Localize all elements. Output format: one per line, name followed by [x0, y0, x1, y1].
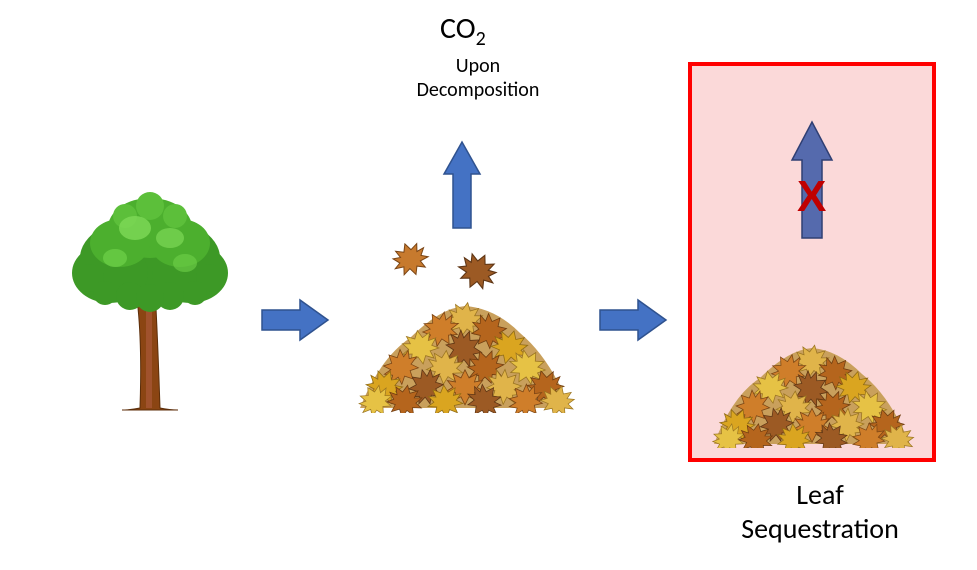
co2-label: CO2: [440, 10, 486, 51]
decomp-line2: Decomposition: [403, 78, 553, 102]
caption-line1: Leaf: [720, 478, 920, 512]
x-mark-text: X: [797, 172, 826, 221]
decomp-line1: Upon: [403, 54, 553, 78]
co2-subscript: 2: [476, 27, 486, 51]
decomposition-label: Upon Decomposition: [403, 54, 553, 102]
caption-line2: Sequestration: [720, 512, 920, 546]
arrow-right-1-icon: [260, 298, 330, 342]
leaf-pile-1-icon: [350, 238, 580, 413]
tree-icon: [60, 188, 240, 412]
x-mark: X: [797, 172, 826, 222]
caption-label: Leaf Sequestration: [720, 478, 920, 545]
leaf-pile-2-icon: [706, 288, 918, 448]
arrow-right-2-icon: [598, 298, 668, 342]
co2-text: CO: [440, 10, 476, 47]
arrow-up-co2-icon: [442, 140, 482, 230]
